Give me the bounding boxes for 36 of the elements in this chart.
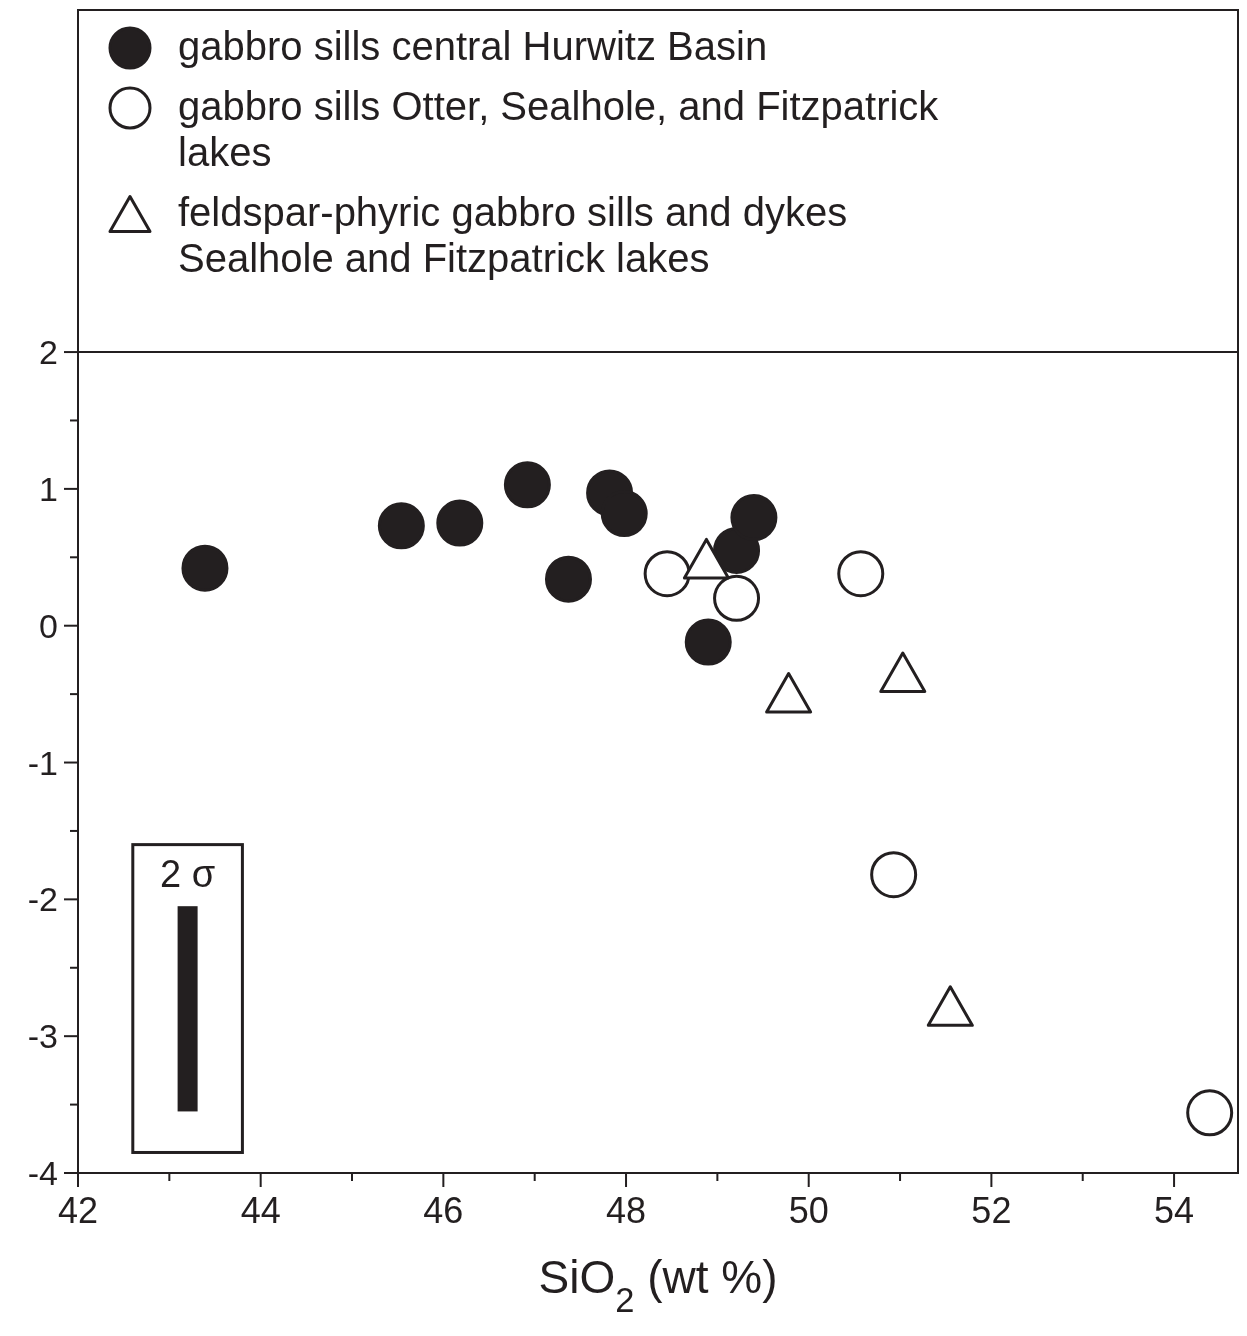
point (643, 550, 691, 598)
point (870, 851, 918, 899)
x-tick-label: 52 (971, 1190, 1012, 1231)
legend-label: gabbro sills Otter, Sealhole, and Fitzpatrick lakes (178, 84, 940, 174)
point (377, 502, 425, 550)
legend-label: feldspar-phyric gabbro sills and dykes Sealhole and Fitzpatrick lakes (178, 190, 848, 280)
legend-label: gabbro sills central Hurwitz Basin (178, 24, 768, 68)
point (837, 550, 885, 598)
y-tick-label: -3 (27, 1017, 58, 1056)
x-tick-label: 42 (57, 1190, 99, 1231)
annotation: 2 σ (160, 852, 216, 895)
point (684, 618, 732, 666)
x-tick-label: 48 (606, 1190, 647, 1231)
point (181, 544, 229, 592)
x-axis-title: SiO$_{2}$ (wt %) (538, 1251, 778, 1319)
x-tick-label: 50 (788, 1190, 829, 1231)
point (1186, 1089, 1234, 1137)
point (730, 494, 778, 542)
y-tick-label: -4 (27, 1154, 58, 1192)
point (713, 574, 761, 622)
y-tick-label: -1 (27, 743, 58, 782)
point (926, 985, 974, 1027)
y-tick-label: 2 (39, 333, 58, 372)
point (682, 537, 730, 580)
y-tick-label: 1 (39, 469, 58, 508)
point (879, 651, 927, 693)
point (544, 555, 592, 603)
point (436, 499, 484, 547)
x-tick-label: 46 (423, 1190, 464, 1231)
point (600, 490, 648, 538)
point (503, 461, 551, 509)
x-tick-label: 44 (240, 1190, 281, 1231)
y-tick-label: 0 (39, 606, 58, 645)
x-tick-label: 54 (1154, 1190, 1195, 1231)
point (765, 672, 813, 714)
y-tick-label: -2 (27, 880, 58, 919)
